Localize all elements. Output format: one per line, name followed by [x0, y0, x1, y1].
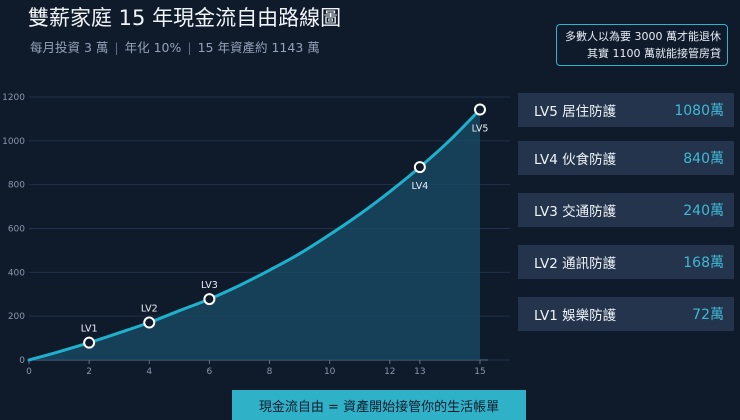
y-tick-label: 800 — [8, 181, 25, 191]
subtitle: 每月投資 3 萬 | 年化 10% | 15 年資產約 1143 萬 — [30, 37, 320, 56]
page-title: 雙薪家庭 15 年現金流自由路線圖 — [28, 6, 342, 30]
subtitle-monthly: 每月投資 3 萬 — [30, 40, 109, 55]
marker-label: LV5 — [472, 123, 489, 134]
level-name: LV4 伙食防護 — [534, 152, 617, 168]
level-row-lv4: LV4 伙食防護 840萬 — [518, 141, 734, 175]
level-row-lv2: LV2 通訊防護 168萬 — [518, 245, 734, 279]
level-row-lv5: LV5 居住防護 1080萬 — [518, 93, 734, 127]
y-tick-label: 1200 — [2, 93, 25, 103]
callout-line-1: 多數人以為要 3000 萬才能退休 — [565, 30, 721, 43]
x-tick-label: 15 — [474, 367, 485, 377]
x-tick-label: 8 — [267, 367, 273, 377]
x-tick-label: 10 — [324, 367, 336, 377]
callout-line-2: 其實 1100 萬就能接管房貸 — [587, 47, 721, 60]
subtitle-rate: 年化 10% — [124, 40, 182, 55]
subtitle-assets: 15 年資產約 1143 萬 — [197, 40, 320, 55]
y-tick-label: 0 — [19, 356, 25, 366]
marker-label: LV3 — [201, 280, 218, 291]
level-row-lv3: LV3 交通防護 240萬 — [518, 193, 734, 227]
level-name: LV5 居住防護 — [534, 104, 617, 120]
footer-banner: 現金流自由 = 資產開始接管你的生活帳單 — [232, 390, 526, 420]
series-line — [27, 107, 482, 362]
area-fill — [29, 109, 480, 361]
y-tick-label: 1000 — [2, 137, 25, 147]
subtitle-divider: | — [187, 40, 192, 55]
level-amount: 240萬 — [683, 203, 724, 219]
level-marker — [474, 103, 486, 116]
y-tick-label: 600 — [8, 225, 25, 235]
level-amount: 1080萬 — [674, 103, 724, 119]
x-tick-label: 13 — [414, 367, 425, 377]
x-tick-label: 12 — [384, 367, 395, 377]
level-marker — [83, 336, 96, 349]
marker-label: LV1 — [81, 324, 98, 335]
marker-label: LV2 — [141, 304, 158, 315]
y-tick-label: 200 — [8, 312, 25, 322]
x-tick-label: 4 — [146, 367, 152, 377]
level-name: LV1 娛樂防護 — [534, 308, 617, 324]
level-marker — [143, 316, 156, 329]
level-row-lv1: LV1 娛樂防護 72萬 — [518, 297, 734, 331]
level-name: LV3 交通防護 — [534, 204, 617, 220]
level-amount: 72萬 — [692, 307, 724, 323]
marker-label: LV4 — [411, 181, 428, 192]
x-tick-label: 6 — [207, 367, 213, 377]
level-amount: 840萬 — [683, 151, 724, 167]
x-tick-label: 0 — [26, 367, 32, 377]
x-tick-label: 2 — [86, 367, 92, 377]
level-marker — [203, 293, 216, 306]
subtitle-divider: | — [114, 40, 119, 55]
level-amount: 168萬 — [683, 255, 724, 271]
y-tick-label: 400 — [8, 268, 25, 278]
callout-note: 多數人以為要 3000 萬才能退休 其實 1100 萬就能接管房貸 — [556, 24, 728, 66]
level-name: LV2 通訊防護 — [534, 256, 617, 272]
level-marker — [413, 161, 426, 174]
